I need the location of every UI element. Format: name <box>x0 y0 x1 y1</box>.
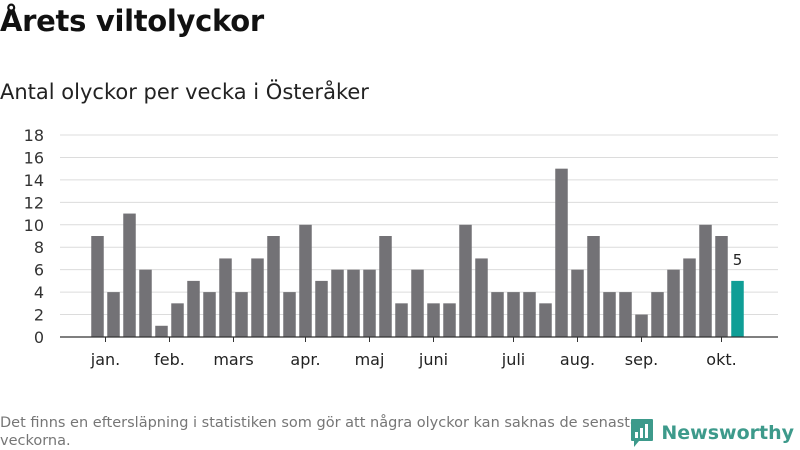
footnote: Det finns en eftersläpning i statistiken… <box>0 415 639 449</box>
bar <box>539 303 552 337</box>
bar <box>411 269 424 337</box>
bar <box>219 258 232 337</box>
x-tick-label: apr. <box>290 350 320 369</box>
bar <box>507 292 520 337</box>
bar <box>619 292 632 337</box>
bar <box>155 325 168 337</box>
y-tick-label: 8 <box>34 238 44 257</box>
x-tick-label: maj <box>355 350 385 369</box>
bar <box>683 258 696 337</box>
bar <box>187 280 200 337</box>
bar <box>667 269 680 337</box>
brand-name: Newsworthy <box>661 422 794 444</box>
bar <box>443 303 456 337</box>
bar-chart-logo-icon <box>631 419 654 447</box>
y-tick-label: 14 <box>24 171 44 190</box>
newsworthy-logo: Newsworthy <box>630 418 794 448</box>
bar <box>267 236 280 337</box>
bar <box>571 269 584 337</box>
bar <box>251 258 264 337</box>
y-tick-label: 18 <box>24 126 44 145</box>
bar <box>299 224 312 337</box>
y-tick-label: 4 <box>34 283 44 302</box>
x-tick-label: okt. <box>706 350 736 369</box>
x-tick-label: sep. <box>625 350 658 369</box>
bar-chart: 0 2 4 6 8 10 12 14 16 18 5 jan. feb. mars apr. maj juni j… <box>24 126 778 369</box>
x-tick-label: jan. <box>90 350 120 369</box>
bar <box>283 292 296 337</box>
bar <box>651 292 664 337</box>
bar <box>427 303 440 337</box>
bar <box>587 236 600 337</box>
y-tick-label: 2 <box>34 306 44 325</box>
bar <box>555 168 568 337</box>
bar <box>107 292 120 337</box>
bar <box>459 224 472 337</box>
bar <box>123 213 136 337</box>
x-tick-label: mars <box>213 350 253 369</box>
x-tick-label: juli <box>501 350 525 369</box>
y-tick-label: 12 <box>24 193 44 212</box>
chart-subtitle: Antal olyckor per vecka i Österåker <box>0 80 369 104</box>
data-label: 5 <box>733 251 743 269</box>
highlight-bar <box>731 280 744 337</box>
y-tick-label: 10 <box>24 216 44 235</box>
bar <box>395 303 408 337</box>
x-tick-label: juni <box>418 350 448 369</box>
bar <box>139 269 152 337</box>
bar <box>379 236 392 337</box>
bar <box>715 236 728 337</box>
x-tick-label: feb. <box>154 350 185 369</box>
bar <box>363 269 376 337</box>
bar <box>699 224 712 337</box>
bar <box>91 236 104 337</box>
bar <box>603 292 616 337</box>
bar <box>635 314 648 337</box>
bar <box>203 292 216 337</box>
bar <box>171 303 184 337</box>
bar <box>523 292 536 337</box>
bar <box>347 269 360 337</box>
bar <box>331 269 344 337</box>
y-tick-label: 0 <box>34 328 44 347</box>
y-tick-label: 6 <box>34 261 44 280</box>
bar <box>475 258 488 337</box>
bar <box>491 292 504 337</box>
bar <box>235 292 248 337</box>
y-tick-label: 16 <box>24 148 44 167</box>
chart-title: Årets viltolyckor <box>0 4 264 38</box>
x-tick-label: aug. <box>560 350 595 369</box>
bar <box>315 280 328 337</box>
